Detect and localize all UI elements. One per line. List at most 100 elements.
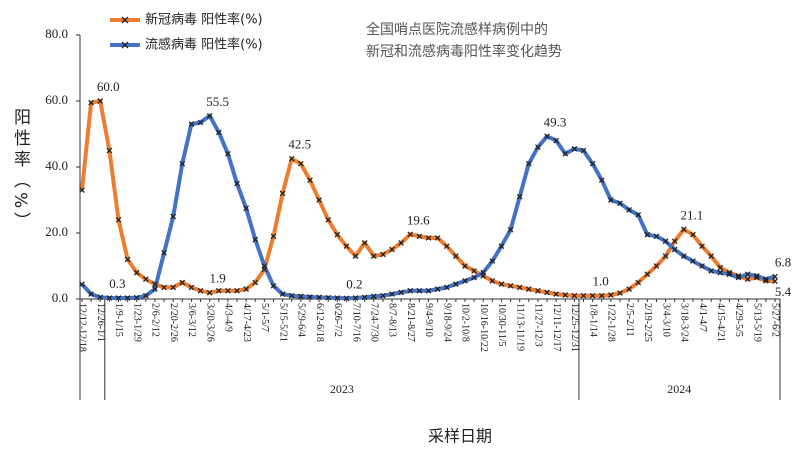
point-marker [270, 233, 277, 240]
point-marker [699, 263, 705, 269]
data-label: 49.3 [544, 114, 567, 129]
data-label: 0.3 [109, 276, 125, 291]
point-marker [617, 200, 623, 207]
point-marker [188, 284, 195, 291]
chart-subtitle: 新冠和流感病毒阳性率变化趋势 [366, 43, 562, 60]
legend-label: 新冠病毒 阳性率(%) [145, 12, 263, 28]
point-marker [571, 145, 578, 152]
point-marker [471, 268, 477, 274]
point-marker [452, 281, 459, 288]
data-label: 42.5 [288, 137, 311, 152]
x-tick-label: 1/23-1/29 [131, 303, 142, 342]
x-tick-label: 9/18-9/24 [441, 303, 452, 342]
point-marker [644, 231, 651, 238]
point-marker [553, 291, 560, 297]
point-marker [507, 226, 514, 233]
point-marker [753, 274, 760, 281]
point-marker [763, 277, 769, 284]
point-marker [680, 226, 687, 233]
point-marker [316, 197, 322, 203]
point-marker [243, 205, 249, 212]
point-marker [215, 287, 222, 294]
point-marker [662, 238, 669, 245]
point-marker [261, 263, 268, 269]
x-axis-title: 采样日期 [428, 427, 492, 446]
point-marker [571, 292, 578, 299]
x-tick-label: 7/24-7/30 [368, 303, 379, 342]
point-marker [744, 271, 751, 278]
point-marker [608, 197, 614, 203]
point-marker [352, 253, 359, 259]
point-marker [644, 271, 651, 278]
point-marker [562, 292, 569, 298]
point-marker [598, 292, 605, 299]
point-marker [653, 233, 660, 240]
point-marker [525, 286, 532, 292]
point-marker [188, 121, 195, 127]
chart-title: 全国哨点医院流感样病例中的 [366, 21, 548, 38]
point-marker [197, 119, 204, 126]
point-marker [152, 281, 158, 288]
point-marker [115, 216, 122, 223]
point-marker [343, 295, 350, 302]
point-marker [334, 295, 341, 301]
point-marker [598, 177, 605, 184]
point-marker [662, 253, 669, 259]
point-marker [407, 231, 414, 238]
point-marker [279, 190, 286, 197]
point-marker [79, 281, 85, 288]
point-marker [653, 263, 660, 269]
x-tick-label: 8/21-8/27 [405, 303, 416, 342]
point-marker [753, 273, 760, 279]
x-tick-label: 7/10-7/16 [350, 303, 361, 342]
point-marker [535, 144, 541, 151]
point-marker [744, 276, 751, 283]
point-marker [370, 293, 377, 300]
legend-marker [121, 41, 129, 49]
x-tick-label: 4/3-4/9 [223, 303, 234, 332]
point-marker [544, 289, 550, 296]
x-tick-label: 10/2-10/8 [460, 303, 471, 342]
point-marker [398, 240, 405, 246]
x-tick-label: 5/1-5/7 [259, 303, 270, 332]
x-tick-label: 9/4-9/10 [423, 303, 434, 337]
point-marker [270, 282, 277, 289]
point-marker [234, 180, 240, 187]
point-marker [671, 246, 678, 253]
point-marker [425, 235, 432, 241]
point-marker [471, 274, 477, 281]
point-marker [179, 279, 186, 286]
x-tick-label: 5/13-5/19 [751, 303, 762, 342]
y-tick-label: 20.0 [45, 224, 68, 239]
data-label: 6.8 [775, 255, 791, 270]
point-marker [142, 276, 149, 283]
point-marker [462, 263, 468, 269]
point-marker [507, 282, 514, 289]
x-tick-label: 8/7-8/13 [387, 303, 398, 337]
point-marker [535, 287, 541, 294]
point-marker [297, 293, 304, 300]
point-marker [407, 287, 414, 294]
point-marker [142, 292, 149, 299]
series-line [80, 99, 776, 298]
data-label: 55.5 [206, 94, 229, 109]
x-tick-label: 1/22-1/28 [606, 303, 617, 342]
point-marker [735, 273, 742, 279]
point-marker [717, 269, 724, 276]
x-tick-label: 10/16-10/22 [478, 303, 489, 352]
x-tick-label: 12/11-12/17 [551, 303, 562, 352]
x-tick-label: 6/12-6/18 [314, 303, 325, 342]
point-marker [553, 137, 560, 144]
point-marker [215, 129, 222, 136]
point-marker [735, 274, 742, 281]
point-marker [334, 231, 341, 238]
point-marker [699, 243, 705, 250]
x-tick-label: 6/26-7/2 [332, 303, 343, 337]
x-tick-label: 2/19-2/25 [642, 303, 653, 342]
point-marker [97, 98, 104, 104]
point-marker [626, 207, 632, 213]
x-tick-label: 4/15-4/21 [715, 303, 726, 342]
point-marker [425, 287, 432, 294]
x-tick-label: 12/26-1/1 [95, 303, 106, 342]
point-marker [434, 235, 441, 241]
